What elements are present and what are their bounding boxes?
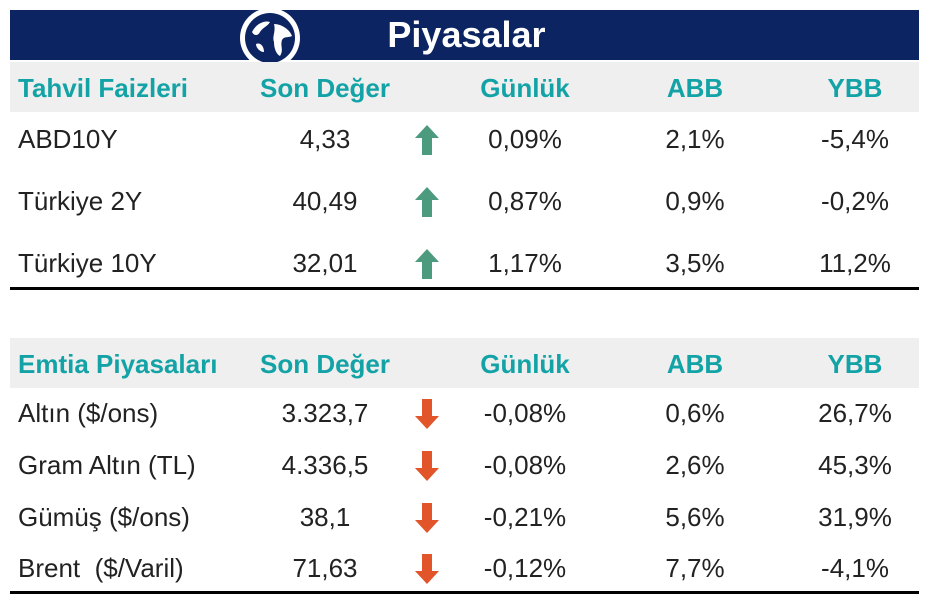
arrow-up-icon: [415, 125, 439, 155]
arrow-down-icon: [415, 503, 439, 533]
row-abb: 0,6%: [665, 398, 725, 428]
row-abb: 5,6%: [665, 502, 725, 532]
row-value: 40,49: [292, 186, 358, 216]
bonds-header-row: Tahvil Faizleri Son Değer Günlük ABB YBB: [10, 62, 919, 112]
arrow-up-icon: [415, 249, 439, 279]
row-abb: 0,9%: [665, 186, 725, 216]
row-value: 32,01: [292, 248, 358, 278]
row-abb: 2,1%: [665, 124, 725, 154]
row-daily: 0,87%: [488, 186, 562, 216]
row-value: 4.336,5: [281, 450, 369, 480]
row-value: 38,1: [299, 502, 351, 532]
row-ybb: 45,3%: [818, 450, 892, 480]
row-daily: 0,09%: [488, 124, 562, 154]
commodities-header-abb: ABB: [666, 349, 724, 379]
row-name: Gümüş ($/ons): [18, 502, 190, 532]
row-daily: 1,17%: [488, 248, 562, 278]
row-ybb: 31,9%: [818, 502, 892, 532]
commodities-header-ybb: YBB: [827, 349, 883, 379]
row-value: 3.323,7: [281, 398, 369, 428]
row-ybb: -5,4%: [821, 124, 889, 154]
bonds-header-ybb: YBB: [827, 73, 883, 103]
row-value: 71,63: [292, 553, 358, 583]
row-name: Altın ($/ons): [18, 398, 159, 428]
row-ybb: -4,1%: [821, 553, 889, 583]
section-divider: [10, 287, 919, 290]
arrow-down-icon: [415, 554, 439, 584]
arrow-up-icon: [415, 187, 439, 217]
row-daily: -0,12%: [483, 553, 567, 583]
globe-icon: [240, 8, 300, 68]
row-name: Türkiye 10Y: [18, 248, 157, 278]
row-ybb: 11,2%: [819, 248, 891, 278]
arrow-down-icon: [415, 399, 439, 429]
row-abb: 2,6%: [665, 450, 725, 480]
row-daily: -0,08%: [483, 450, 567, 480]
row-ybb: -0,2%: [821, 186, 889, 216]
row-value: 4,33: [299, 124, 351, 154]
arrow-down-icon: [415, 451, 439, 481]
commodities-header-row: Emtia Piyasaları Son Değer Günlük ABB YB…: [10, 338, 919, 388]
commodities-header-value: Son Değer: [259, 349, 391, 379]
bonds-header-value: Son Değer: [259, 73, 391, 103]
row-ybb: 26,7%: [818, 398, 892, 428]
row-daily: -0,21%: [483, 502, 567, 532]
bonds-header-name: Tahvil Faizleri: [18, 73, 189, 103]
commodities-header-name: Emtia Piyasaları: [18, 349, 218, 379]
title-bar: Piyasalar: [10, 10, 919, 60]
row-name: ABD10Y: [18, 124, 118, 154]
row-abb: 3,5%: [665, 248, 725, 278]
row-name: Türkiye 2Y: [18, 186, 143, 216]
bonds-header-daily: Günlük: [480, 73, 570, 103]
bonds-header-abb: ABB: [666, 73, 724, 103]
row-name: Gram Altın (TL): [18, 450, 196, 480]
row-abb: 7,7%: [665, 553, 725, 583]
row-daily: -0,08%: [483, 398, 567, 428]
page-title: Piyasalar: [387, 14, 546, 55]
row-name: Brent ($/Varil): [18, 553, 184, 583]
section-divider: [10, 591, 919, 594]
commodities-header-daily: Günlük: [480, 349, 570, 379]
